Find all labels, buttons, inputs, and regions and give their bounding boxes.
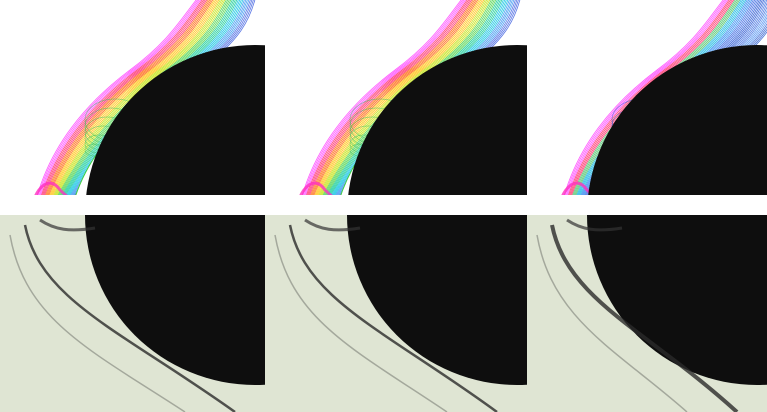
contour-line — [35, 0, 212, 231]
photo-upper-shadow — [304, 218, 361, 232]
contour-line — [294, 0, 462, 231]
contour-line — [558, 0, 730, 231]
shock-line-faint — [536, 234, 688, 412]
contour-line — [300, 0, 477, 231]
contour-line — [302, 0, 485, 231]
contour-line — [300, 0, 479, 231]
contour-line — [298, 0, 474, 231]
contour-line — [29, 0, 197, 231]
contour-line — [557, 0, 727, 231]
contour-line — [299, 0, 476, 231]
shock-line-faint — [9, 234, 186, 412]
shock-line — [288, 224, 498, 412]
contour-line — [296, 0, 467, 231]
contour-line — [37, 0, 220, 231]
contour-line — [297, 0, 470, 231]
panel: density2.32.11.71.30.90.50.1 — [265, 0, 527, 412]
photo-top-mask — [265, 195, 527, 215]
contour-line — [31, 0, 203, 231]
contour-line — [298, 0, 473, 231]
panel: density2.32.11.71.30.90.50.1 — [0, 0, 265, 412]
shock-line-faint — [274, 234, 448, 412]
contour-line — [557, 0, 726, 231]
photo-upper-shadow — [39, 218, 96, 232]
contour-line — [31, 0, 202, 231]
contour-line — [295, 0, 464, 231]
photo-upper-shadow — [566, 218, 623, 232]
contour-line — [34, 0, 211, 231]
photo-top-mask — [0, 195, 265, 215]
contour-line — [303, 0, 488, 231]
contour-line — [33, 0, 209, 231]
contour-line — [301, 0, 480, 231]
contour-line — [297, 0, 471, 231]
contour-line — [30, 0, 199, 231]
contour-line — [301, 0, 482, 231]
contour-line — [36, 0, 217, 231]
contour-line — [36, 0, 215, 231]
contour-line — [296, 0, 468, 231]
contour-line — [303, 0, 486, 231]
photo-top-mask — [527, 195, 767, 215]
panel: density2.32.11.71.30.90.50.1 — [527, 0, 767, 412]
contour-line — [35, 0, 214, 231]
shock-line — [550, 224, 739, 412]
contour-line — [302, 0, 483, 231]
shock-line — [23, 224, 236, 412]
contour-line — [33, 0, 208, 231]
contour-line — [559, 0, 732, 231]
contour-line — [38, 0, 223, 231]
contour-line — [30, 0, 200, 231]
contour-line — [295, 0, 465, 231]
contour-line — [556, 0, 724, 231]
contour-line — [39, 0, 224, 231]
contour-line — [32, 0, 206, 231]
contour-line — [32, 0, 205, 231]
contour-line — [37, 0, 218, 231]
contour-line — [38, 0, 221, 231]
contour-line — [39, 0, 226, 231]
contour-line — [558, 0, 729, 231]
